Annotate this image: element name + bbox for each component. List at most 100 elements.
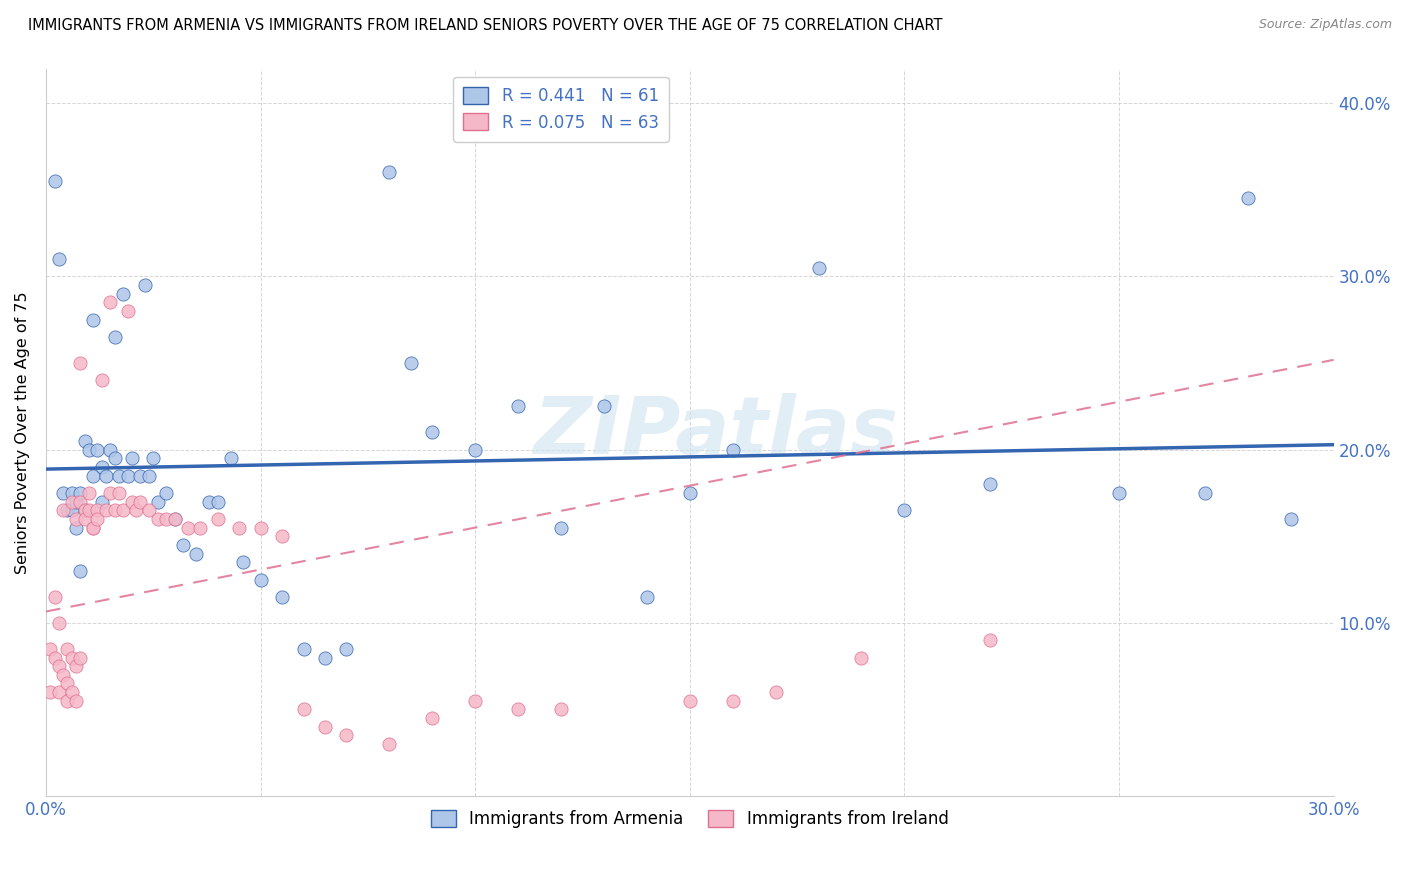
Point bbox=[69, 494, 91, 508]
Point bbox=[117, 304, 139, 318]
Point bbox=[112, 503, 135, 517]
Point bbox=[65, 512, 87, 526]
Point bbox=[292, 702, 315, 716]
Point bbox=[399, 356, 422, 370]
Point bbox=[44, 590, 66, 604]
Point bbox=[86, 503, 108, 517]
Point bbox=[73, 503, 96, 517]
Point bbox=[249, 573, 271, 587]
Point bbox=[94, 468, 117, 483]
Point bbox=[104, 503, 127, 517]
Point bbox=[56, 641, 79, 656]
Point bbox=[314, 650, 336, 665]
Point bbox=[121, 494, 143, 508]
Text: ZIPatlas: ZIPatlas bbox=[533, 393, 898, 471]
Point bbox=[65, 520, 87, 534]
Point bbox=[39, 641, 62, 656]
Point bbox=[146, 512, 169, 526]
Point bbox=[464, 442, 486, 457]
Point bbox=[851, 650, 873, 665]
Point bbox=[232, 555, 254, 569]
Text: IMMIGRANTS FROM ARMENIA VS IMMIGRANTS FROM IRELAND SENIORS POVERTY OVER THE AGE : IMMIGRANTS FROM ARMENIA VS IMMIGRANTS FR… bbox=[28, 18, 942, 33]
Point bbox=[155, 486, 177, 500]
Point bbox=[765, 685, 787, 699]
Point bbox=[155, 512, 177, 526]
Point bbox=[198, 494, 221, 508]
Y-axis label: Seniors Poverty Over the Age of 75: Seniors Poverty Over the Age of 75 bbox=[15, 291, 30, 574]
Point bbox=[335, 729, 357, 743]
Point bbox=[219, 451, 242, 466]
Point bbox=[108, 486, 131, 500]
Point bbox=[69, 650, 91, 665]
Point bbox=[69, 486, 91, 500]
Point bbox=[979, 477, 1001, 491]
Point bbox=[52, 503, 75, 517]
Point bbox=[52, 486, 75, 500]
Point bbox=[172, 538, 194, 552]
Point bbox=[108, 468, 131, 483]
Point bbox=[207, 512, 229, 526]
Point bbox=[1279, 512, 1302, 526]
Point bbox=[335, 641, 357, 656]
Point bbox=[44, 650, 66, 665]
Point bbox=[314, 720, 336, 734]
Point bbox=[65, 694, 87, 708]
Legend: Immigrants from Armenia, Immigrants from Ireland: Immigrants from Armenia, Immigrants from… bbox=[425, 804, 955, 835]
Point bbox=[60, 494, 83, 508]
Point bbox=[271, 529, 294, 543]
Point bbox=[112, 286, 135, 301]
Point bbox=[420, 711, 443, 725]
Point bbox=[98, 486, 121, 500]
Point bbox=[86, 442, 108, 457]
Point bbox=[73, 512, 96, 526]
Point bbox=[98, 295, 121, 310]
Point bbox=[60, 650, 83, 665]
Point bbox=[69, 356, 91, 370]
Point bbox=[44, 174, 66, 188]
Point bbox=[94, 503, 117, 517]
Point bbox=[378, 165, 401, 179]
Point bbox=[52, 668, 75, 682]
Point bbox=[249, 520, 271, 534]
Point bbox=[129, 494, 152, 508]
Point bbox=[60, 685, 83, 699]
Point bbox=[73, 434, 96, 448]
Point bbox=[186, 547, 208, 561]
Point bbox=[1108, 486, 1130, 500]
Point bbox=[39, 685, 62, 699]
Point bbox=[82, 468, 104, 483]
Point bbox=[679, 694, 702, 708]
Point bbox=[104, 330, 127, 344]
Point bbox=[271, 590, 294, 604]
Point bbox=[176, 520, 198, 534]
Point bbox=[125, 503, 148, 517]
Point bbox=[807, 260, 830, 275]
Point bbox=[292, 641, 315, 656]
Point bbox=[146, 494, 169, 508]
Point bbox=[90, 373, 112, 387]
Point bbox=[163, 512, 186, 526]
Point bbox=[77, 486, 100, 500]
Point bbox=[190, 520, 212, 534]
Point bbox=[142, 451, 165, 466]
Point bbox=[550, 702, 572, 716]
Point bbox=[82, 520, 104, 534]
Point bbox=[420, 425, 443, 440]
Point bbox=[378, 737, 401, 751]
Point bbox=[56, 676, 79, 690]
Point bbox=[65, 659, 87, 673]
Point bbox=[65, 494, 87, 508]
Point bbox=[104, 451, 127, 466]
Point bbox=[979, 633, 1001, 648]
Point bbox=[134, 278, 156, 293]
Point bbox=[73, 503, 96, 517]
Point bbox=[56, 694, 79, 708]
Point bbox=[82, 312, 104, 326]
Point bbox=[138, 468, 160, 483]
Point bbox=[121, 451, 143, 466]
Point bbox=[508, 400, 530, 414]
Point bbox=[636, 590, 658, 604]
Point bbox=[550, 520, 572, 534]
Point bbox=[60, 503, 83, 517]
Point bbox=[721, 442, 744, 457]
